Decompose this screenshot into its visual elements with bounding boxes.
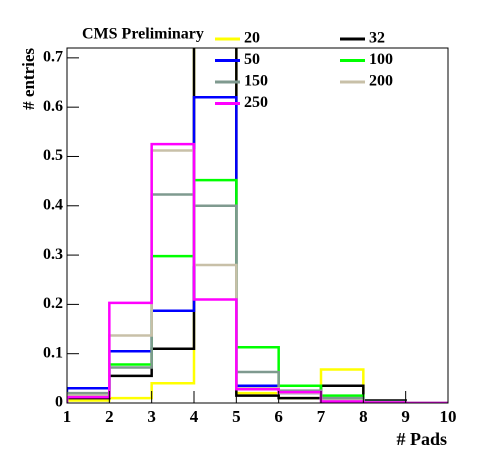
plot-area	[67, 48, 448, 403]
y-axis-label: # entries	[19, 48, 38, 110]
chart-title: CMS Preliminary	[82, 26, 204, 43]
x-tick-label: 4	[190, 407, 199, 426]
y-tick-label: 0.7	[43, 49, 63, 66]
y-tick-label: 0.1	[43, 344, 63, 361]
legend-label: 250	[244, 94, 268, 111]
x-tick-label: 2	[105, 407, 114, 426]
x-tick-label: 1	[63, 407, 72, 426]
x-axis-label: # Pads	[396, 429, 447, 449]
legend-label: 20	[244, 30, 260, 47]
x-tick-label: 6	[274, 407, 283, 426]
histogram-line	[67, 178, 448, 403]
legend-label: 32	[369, 30, 385, 47]
histogram-line	[67, 96, 448, 403]
x-tick-label: 10	[440, 407, 457, 426]
legend-label: 50	[244, 51, 260, 68]
y-tick-label: 0.3	[43, 246, 63, 263]
y-tick-label: 0	[55, 394, 63, 411]
legend-label: 200	[369, 73, 393, 90]
x-tick-label: 3	[147, 407, 156, 426]
y-tick-label: 0.2	[43, 295, 63, 312]
y-tick-label: 0.5	[43, 147, 63, 164]
frame	[66, 47, 449, 404]
histogram-line	[67, 193, 448, 403]
y-tick-label: 0.4	[43, 196, 63, 213]
x-tick-label: 7	[317, 407, 326, 426]
legend-label: 100	[369, 51, 393, 68]
y-tick-label: 0.6	[43, 98, 63, 115]
legend-label: 150	[244, 73, 268, 90]
x-tick-label: 9	[401, 407, 410, 426]
x-tick-label: 8	[359, 407, 368, 426]
x-tick-label: 5	[232, 407, 241, 426]
